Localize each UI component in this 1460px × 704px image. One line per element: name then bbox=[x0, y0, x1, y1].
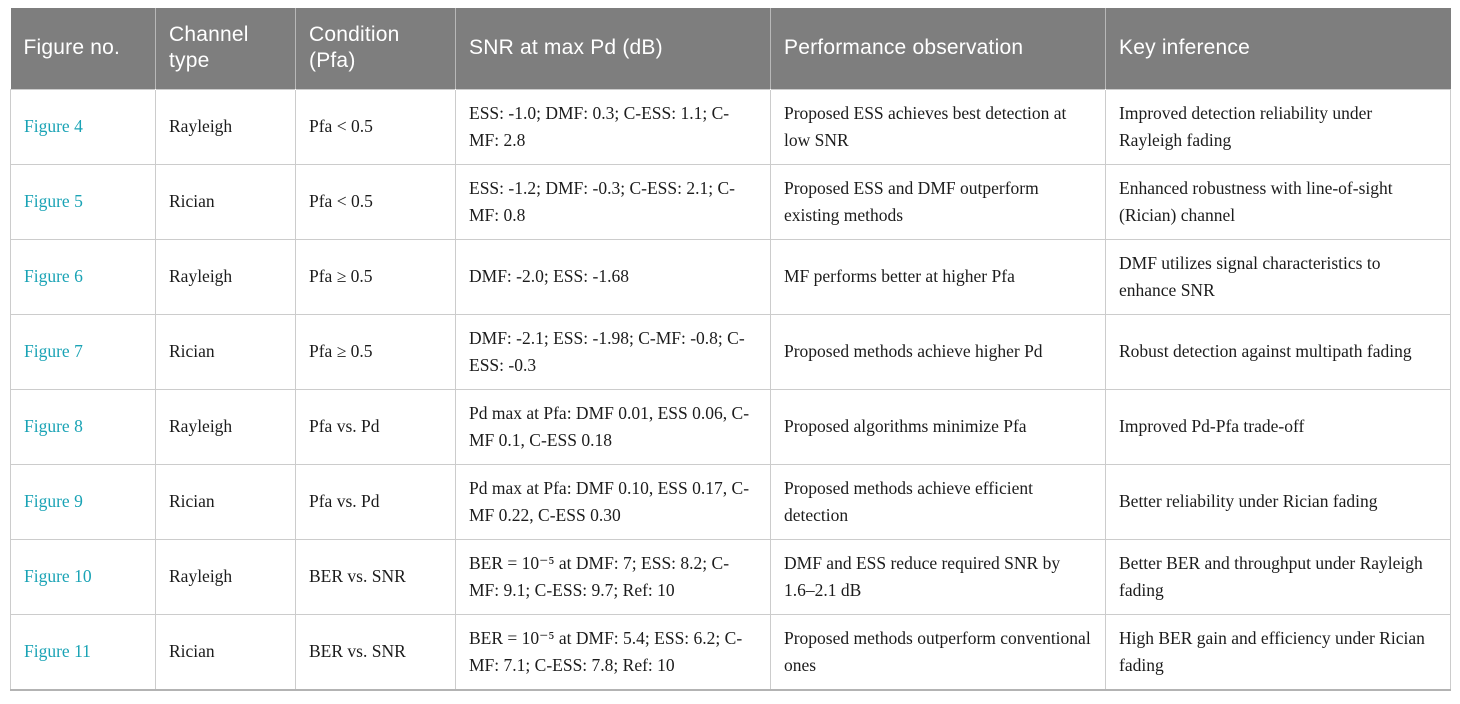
snr-cell: Pd max at Pfa: DMF 0.01, ESS 0.06, C-MF … bbox=[455, 388, 771, 465]
table-header: Figure no. Channel type Condition (Pfa) SNR… bbox=[10, 8, 1451, 89]
inference-cell: Better BER and throughput under Rayleigh… bbox=[1105, 538, 1451, 615]
snr-cell: DMF: -2.1; ESS: -1.98; C-MF: -0.8; C-ESS… bbox=[455, 313, 771, 390]
header-row: Figure no. Channel type Condition (Pfa) SNR… bbox=[10, 8, 1451, 89]
snr-cell: DMF: -2.0; ESS: -1.68 bbox=[455, 238, 771, 315]
figure-cell: Figure 6 bbox=[10, 238, 156, 315]
performance-cell: Proposed algorithms minimize Pfa bbox=[770, 388, 1106, 465]
channel-type-cell: Rician bbox=[155, 163, 296, 240]
snr-cell: ESS: -1.0; DMF: 0.3; C-ESS: 1.1; C-MF: 2… bbox=[455, 88, 771, 165]
condition-cell: Pfa ≥ 0.5 bbox=[295, 238, 456, 315]
table-row: Figure 5 Rician Pfa < 0.5 ESS: -1.2; DMF… bbox=[10, 163, 1451, 240]
condition-cell: BER vs. SNR bbox=[295, 613, 456, 690]
figure-cell: Figure 4 bbox=[10, 88, 156, 165]
snr-cell: BER = 10⁻⁵ at DMF: 7; ESS: 8.2; C-MF: 9.… bbox=[455, 538, 771, 615]
condition-cell: BER vs. SNR bbox=[295, 538, 456, 615]
snr-cell: Pd max at Pfa: DMF 0.10, ESS 0.17, C-MF … bbox=[455, 463, 771, 540]
snr-cell: BER = 10⁻⁵ at DMF: 5.4; ESS: 6.2; C-MF: … bbox=[455, 613, 771, 690]
table-row: Figure 8 Rayleigh Pfa vs. Pd Pd max at P… bbox=[10, 388, 1451, 465]
figure-cell: Figure 10 bbox=[10, 538, 156, 615]
column-header: Performance observation bbox=[770, 8, 1106, 89]
column-header: Figure no. bbox=[10, 8, 156, 89]
figure-cell: Figure 11 bbox=[10, 613, 156, 690]
column-header: Channel type bbox=[155, 8, 296, 89]
figure-cell: Figure 7 bbox=[10, 313, 156, 390]
inference-cell: Robust detection against multipath fadin… bbox=[1105, 313, 1451, 390]
table-body: Figure 4 Rayleigh Pfa < 0.5 ESS: -1.0; D… bbox=[10, 88, 1451, 690]
figure-link[interactable]: Figure 11 bbox=[24, 641, 91, 661]
figure-link[interactable]: Figure 4 bbox=[24, 116, 83, 136]
table-row: Figure 9 Rician Pfa vs. Pd Pd max at Pfa… bbox=[10, 463, 1451, 540]
condition-cell: Pfa < 0.5 bbox=[295, 163, 456, 240]
column-header: Condition (Pfa) bbox=[295, 8, 456, 89]
figure-link[interactable]: Figure 7 bbox=[24, 341, 83, 361]
channel-type-cell: Rician bbox=[155, 313, 296, 390]
figure-cell: Figure 5 bbox=[10, 163, 156, 240]
condition-cell: Pfa ≥ 0.5 bbox=[295, 313, 456, 390]
performance-cell: Proposed methods achieve efficient detec… bbox=[770, 463, 1106, 540]
figure-link[interactable]: Figure 8 bbox=[24, 416, 83, 436]
snr-cell: ESS: -1.2; DMF: -0.3; C-ESS: 2.1; C-MF: … bbox=[455, 163, 771, 240]
performance-cell: Proposed ESS achieves best detection at … bbox=[770, 88, 1106, 165]
performance-cell: Proposed methods outperform conventional… bbox=[770, 613, 1106, 690]
condition-cell: Pfa vs. Pd bbox=[295, 463, 456, 540]
condition-cell: Pfa < 0.5 bbox=[295, 88, 456, 165]
table-row: Figure 10 Rayleigh BER vs. SNR BER = 10⁻… bbox=[10, 538, 1451, 615]
inference-cell: Improved detection reliability under Ray… bbox=[1105, 88, 1451, 165]
inference-cell: Enhanced robustness with line-of-sight (… bbox=[1105, 163, 1451, 240]
performance-cell: DMF and ESS reduce required SNR by 1.6–2… bbox=[770, 538, 1106, 615]
figure-cell: Figure 8 bbox=[10, 388, 156, 465]
figure-link[interactable]: Figure 9 bbox=[24, 491, 83, 511]
channel-type-cell: Rayleigh bbox=[155, 88, 296, 165]
column-header: Key inference bbox=[1105, 8, 1451, 89]
inference-cell: Improved Pd-Pfa trade-off bbox=[1105, 388, 1451, 465]
table-row: Figure 4 Rayleigh Pfa < 0.5 ESS: -1.0; D… bbox=[10, 88, 1451, 165]
performance-cell: MF performs better at higher Pfa bbox=[770, 238, 1106, 315]
figure-link[interactable]: Figure 5 bbox=[24, 191, 83, 211]
inference-cell: Better reliability under Rician fading bbox=[1105, 463, 1451, 540]
channel-type-cell: Rician bbox=[155, 463, 296, 540]
channel-type-cell: Rayleigh bbox=[155, 238, 296, 315]
table-row: Figure 7 Rician Pfa ≥ 0.5 DMF: -2.1; ESS… bbox=[10, 313, 1451, 390]
inference-cell: High BER gain and efficiency under Ricia… bbox=[1105, 613, 1451, 690]
condition-cell: Pfa vs. Pd bbox=[295, 388, 456, 465]
figure-link[interactable]: Figure 10 bbox=[24, 566, 92, 586]
channel-type-cell: Rayleigh bbox=[155, 538, 296, 615]
performance-cell: Proposed methods achieve higher Pd bbox=[770, 313, 1106, 390]
performance-cell: Proposed ESS and DMF outperform existing… bbox=[770, 163, 1106, 240]
inference-cell: DMF utilizes signal characteristics to e… bbox=[1105, 238, 1451, 315]
column-header: SNR at max Pd (dB) bbox=[455, 8, 771, 89]
results-summary-table: Figure no. Channel type Condition (Pfa) SNR… bbox=[10, 8, 1451, 691]
channel-type-cell: Rician bbox=[155, 613, 296, 690]
figure-link[interactable]: Figure 6 bbox=[24, 266, 83, 286]
channel-type-cell: Rayleigh bbox=[155, 388, 296, 465]
table-row: Figure 11 Rician BER vs. SNR BER = 10⁻⁵ … bbox=[10, 613, 1451, 690]
table-row: Figure 6 Rayleigh Pfa ≥ 0.5 DMF: -2.0; E… bbox=[10, 238, 1451, 315]
figure-cell: Figure 9 bbox=[10, 463, 156, 540]
